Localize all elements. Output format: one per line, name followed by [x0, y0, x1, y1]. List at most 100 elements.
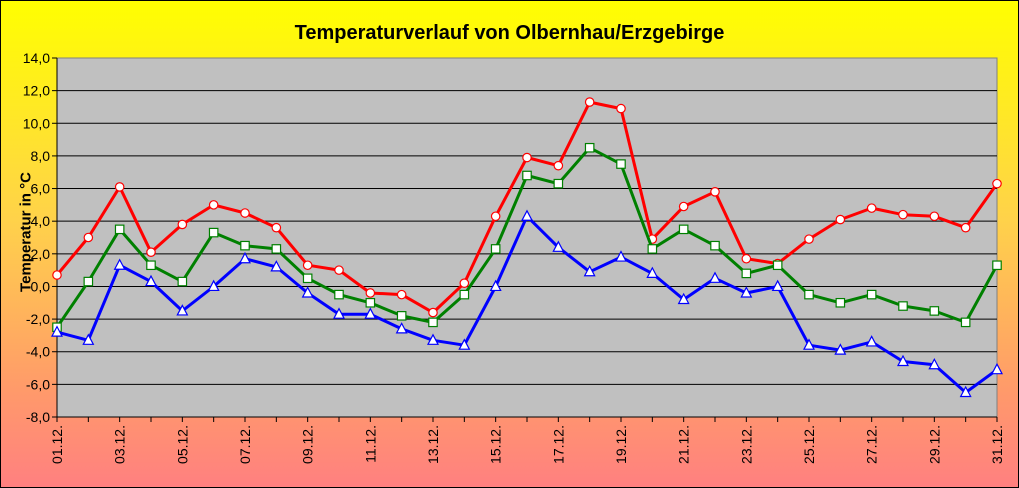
x-tick-label: 01.12. [49, 425, 65, 464]
series-lines [51, 97, 1003, 398]
data-point [490, 211, 501, 222]
data-point [928, 357, 941, 370]
data-point [552, 240, 565, 252]
data-point [710, 187, 720, 197]
x-tick-label: 17.12. [550, 425, 566, 464]
data-point [803, 338, 815, 350]
data-point [866, 203, 877, 213]
data-point [992, 260, 1002, 271]
data-point [490, 244, 501, 254]
data-point [772, 260, 783, 271]
x-tick-label: 21.12. [676, 425, 692, 464]
x-tick-label: 29.12. [926, 425, 942, 464]
data-point [741, 268, 752, 279]
tick-labels: -8,0 -6,0 -4,0 -2,0 0,0 2,0 4,0 6,0 8,0 10,0 12,0 1… [23, 50, 1005, 464]
y-tick-label: 6,0 [31, 181, 51, 197]
y-axis-label: Temperatur in °C [17, 172, 35, 292]
data-point [740, 286, 753, 298]
data-point [208, 227, 219, 238]
y-tick-label: 0,0 [31, 278, 51, 294]
data-point [208, 200, 219, 210]
data-point [960, 222, 971, 233]
data-point [835, 297, 846, 308]
data-point [114, 224, 125, 235]
axes [52, 57, 998, 422]
data-point [427, 333, 439, 345]
data-point [83, 276, 94, 287]
data-point [177, 219, 188, 230]
data-point [333, 307, 345, 319]
data-point [207, 279, 220, 292]
plot-background [56, 57, 998, 418]
data-point [553, 160, 564, 171]
data-point [710, 240, 720, 251]
x-tick-label: 13.12. [425, 425, 441, 464]
data-point [804, 234, 814, 244]
data-point [271, 244, 282, 254]
data-point [301, 286, 314, 298]
data-point [615, 250, 627, 262]
y-tick-label: 8,0 [31, 148, 51, 164]
data-point [459, 278, 470, 288]
data-point [177, 276, 188, 287]
data-point [584, 97, 595, 107]
data-point [678, 201, 689, 212]
data-point [334, 265, 344, 275]
x-tick-label: 07.12. [237, 425, 253, 464]
data-point [146, 247, 156, 257]
data-point [396, 289, 407, 300]
data-point [929, 306, 940, 316]
data-point [395, 322, 408, 334]
data-point [302, 260, 313, 271]
data-point [396, 311, 407, 321]
data-point [959, 385, 972, 398]
data-point [897, 354, 909, 367]
data-point [835, 214, 846, 225]
data-point [865, 335, 878, 347]
data-point [270, 260, 283, 272]
data-point [52, 270, 62, 280]
series-3 [51, 209, 1003, 398]
data-point [364, 307, 377, 319]
data-point [145, 274, 157, 287]
data-point [522, 152, 532, 163]
y-tick-label: 10,0 [23, 115, 50, 131]
data-point [82, 333, 95, 345]
data-point [365, 288, 376, 298]
data-point [834, 343, 847, 355]
data-point [489, 279, 502, 292]
x-tick-label: 23.12. [738, 425, 754, 464]
data-point [771, 279, 784, 292]
data-point [176, 304, 189, 316]
x-tick-label: 09.12. [300, 425, 316, 464]
data-point [240, 240, 250, 251]
data-point [616, 103, 626, 114]
x-tick-label: 15.12. [488, 425, 504, 464]
y-tick-label: -2,0 [26, 311, 50, 327]
data-point [428, 317, 438, 328]
data-point [113, 258, 126, 270]
series-2 [52, 142, 1002, 333]
y-tick-label: 4,0 [31, 213, 51, 229]
data-point [428, 307, 438, 318]
y-tick-label: 12,0 [23, 83, 50, 99]
data-point [647, 244, 658, 254]
data-point [741, 253, 752, 264]
x-tick-label: 19.12. [613, 425, 629, 464]
data-point [960, 317, 971, 328]
data-point [553, 178, 564, 189]
y-tick-label: 2,0 [31, 246, 51, 262]
data-point [898, 301, 908, 311]
x-tick-label: 25.12. [801, 425, 817, 464]
data-point [677, 292, 690, 305]
data-point [929, 211, 940, 222]
data-point [114, 182, 125, 192]
data-point [866, 289, 877, 300]
data-point [302, 273, 313, 284]
data-point [334, 289, 344, 300]
data-point [992, 178, 1002, 189]
data-point [365, 297, 376, 308]
y-tick-label: -4,0 [26, 344, 50, 360]
data-point [239, 251, 251, 264]
